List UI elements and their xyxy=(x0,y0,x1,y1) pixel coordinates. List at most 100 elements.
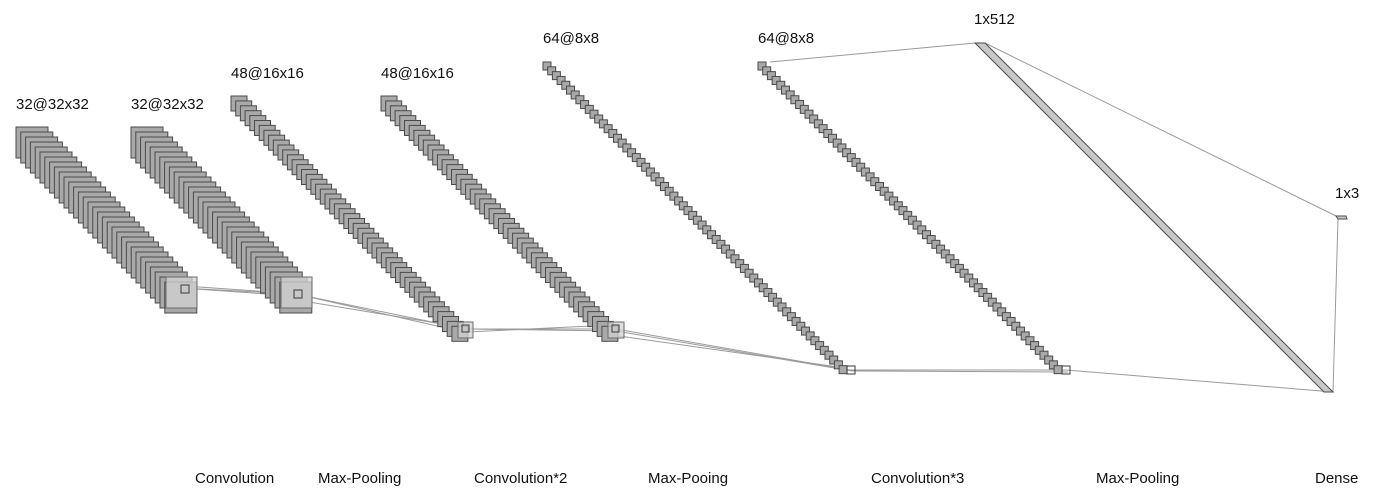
feature-map xyxy=(683,206,693,216)
feature-map xyxy=(796,321,806,331)
feature-map xyxy=(922,230,931,240)
feature-map xyxy=(766,71,776,81)
feature-map xyxy=(1020,331,1030,341)
feature-map xyxy=(735,259,745,269)
feature-map xyxy=(594,114,604,124)
kernel-marker xyxy=(461,324,470,333)
feature-map xyxy=(819,345,829,355)
connection-line xyxy=(284,297,461,328)
feature-map xyxy=(860,167,870,177)
feature-map xyxy=(570,90,580,100)
feature-map xyxy=(1001,312,1011,322)
feature-map xyxy=(754,278,763,288)
feature-map xyxy=(781,85,790,95)
feature-map xyxy=(1048,360,1058,370)
feature-map xyxy=(566,85,575,95)
feature-map xyxy=(542,61,552,71)
feature-map xyxy=(889,196,899,206)
feature-map xyxy=(771,75,781,85)
feature-map xyxy=(833,360,843,370)
feature-map xyxy=(580,100,590,110)
connection-line xyxy=(984,42,1339,218)
feature-map xyxy=(627,148,637,158)
feature-map xyxy=(561,80,571,90)
feature-map xyxy=(898,206,908,216)
feature-map xyxy=(828,133,837,143)
layer-3-label: 48@16x16 xyxy=(231,65,304,82)
feature-map xyxy=(692,215,702,225)
feature-map xyxy=(1044,355,1054,365)
operation-7-label: Dense xyxy=(1315,470,1358,487)
feature-map xyxy=(697,220,707,230)
feature-map xyxy=(589,109,599,119)
feature-map xyxy=(1011,321,1021,331)
layer-7-label: 1x512 xyxy=(974,11,1015,28)
feature-map xyxy=(608,128,618,138)
feature-map xyxy=(757,61,767,71)
kernel-marker xyxy=(293,289,303,299)
feature-map xyxy=(875,182,884,191)
kernel-marker xyxy=(1061,365,1071,375)
feature-map xyxy=(617,138,627,148)
feature-map xyxy=(721,244,731,254)
feature-map xyxy=(926,235,936,245)
feature-map xyxy=(688,210,698,220)
feature-map xyxy=(669,191,679,201)
receptive-field-window xyxy=(280,276,313,309)
feature-map xyxy=(655,177,665,187)
feature-map xyxy=(777,302,787,312)
connection-line xyxy=(615,330,853,372)
feature-map xyxy=(907,215,917,225)
feature-map xyxy=(674,196,684,206)
operation-3-label: Convolution*2 xyxy=(474,470,567,487)
operation-1-label: Convolution xyxy=(195,470,274,487)
feature-map xyxy=(749,273,759,283)
feature-map xyxy=(813,119,823,129)
feature-map xyxy=(575,95,585,105)
feature-map xyxy=(785,90,795,100)
feature-map xyxy=(838,365,848,375)
feature-map xyxy=(711,235,721,245)
feature-map xyxy=(702,225,712,235)
feature-map xyxy=(818,124,828,134)
feature-map xyxy=(917,225,927,235)
feature-map xyxy=(584,104,594,114)
feature-map xyxy=(660,182,669,191)
feature-map xyxy=(790,95,800,105)
kernel-marker xyxy=(846,365,856,375)
feature-map xyxy=(815,341,825,351)
layer-4-label: 48@16x16 xyxy=(381,65,454,82)
feature-map xyxy=(547,66,557,76)
feature-map xyxy=(969,278,978,288)
feature-map xyxy=(795,100,805,110)
feature-map xyxy=(782,307,792,317)
receptive-field-window xyxy=(457,321,474,339)
feature-map xyxy=(983,292,993,302)
feature-map xyxy=(884,191,894,201)
feature-map xyxy=(768,292,778,302)
feature-map xyxy=(763,288,773,298)
feature-map xyxy=(903,210,913,220)
feature-map xyxy=(791,316,801,326)
feature-map xyxy=(622,143,632,153)
feature-map xyxy=(603,124,613,134)
feature-map xyxy=(598,119,608,129)
feature-map xyxy=(809,114,819,124)
feature-map xyxy=(842,148,852,158)
feature-map xyxy=(645,167,655,177)
feature-map xyxy=(613,133,622,143)
feature-map xyxy=(1053,365,1063,375)
feature-map-stack-6 xyxy=(757,61,1063,375)
feature-map xyxy=(1006,316,1016,326)
feature-map xyxy=(823,128,833,138)
connection-line xyxy=(769,42,976,63)
feature-map xyxy=(786,312,796,322)
feature-map xyxy=(824,350,834,360)
feature-map xyxy=(936,244,946,254)
kernel-marker xyxy=(611,324,620,333)
receptive-field-window xyxy=(607,321,625,339)
feature-map xyxy=(829,355,839,365)
feature-map xyxy=(954,263,964,273)
feature-map xyxy=(650,172,660,182)
